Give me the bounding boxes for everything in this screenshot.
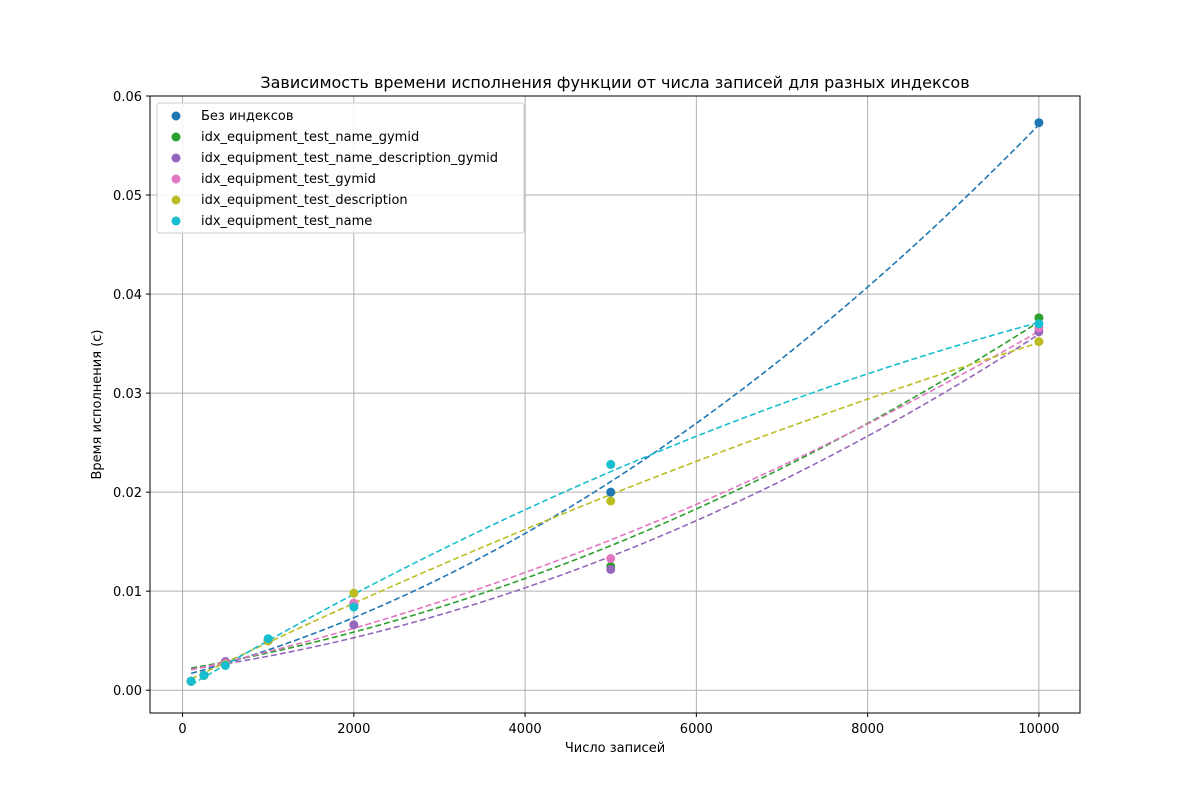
legend-marker — [171, 216, 181, 226]
data-point-series-4 — [606, 496, 616, 506]
y-tick-label: 0.04 — [113, 288, 142, 303]
y-tick-label: 0.00 — [113, 684, 142, 699]
legend-box — [156, 102, 525, 234]
y-tick-label: 0.05 — [113, 189, 142, 204]
legend-marker — [171, 195, 181, 205]
trend-line-series-3 — [190, 330, 1040, 671]
data-point-series-0 — [1034, 118, 1044, 128]
y-axis-label: Время исполнения (с) — [90, 330, 105, 480]
legend-marker — [171, 132, 181, 142]
x-tick-label: 2000 — [337, 722, 370, 737]
trend-line-series-5 — [190, 321, 1040, 686]
legend-label: idx_equipment_test_description — [201, 193, 408, 208]
data-point-series-5 — [199, 670, 209, 680]
data-point-series-0 — [606, 487, 616, 497]
data-point-series-2 — [349, 620, 359, 630]
trend-line-series-0 — [190, 124, 1040, 675]
data-point-series-3 — [606, 554, 616, 564]
data-point-series-5 — [606, 459, 616, 469]
x-tick-label: 6000 — [680, 722, 713, 737]
legend-marker — [171, 153, 181, 163]
y-tick-label: 0.02 — [113, 486, 142, 501]
data-points — [186, 118, 1044, 686]
chart-title: Зависимость времени исполнения функции о… — [260, 73, 969, 92]
legend-label: idx_equipment_test_name_gymid — [201, 130, 419, 145]
legend-marker — [171, 174, 181, 184]
data-point-series-4 — [349, 588, 359, 598]
data-point-series-5 — [349, 602, 359, 612]
legend: Без индексов idx_equipment_test_name_gymi… — [156, 102, 525, 234]
x-tick-label: 10000 — [1018, 722, 1059, 737]
y-axis: 0.00 0.01 0.02 0.03 0.04 0.05 0.06 — [113, 90, 150, 699]
legend-label: idx_equipment_test_gymid — [201, 172, 376, 187]
legend-marker — [171, 111, 181, 121]
y-tick-label: 0.03 — [113, 387, 142, 402]
x-axis: 0 2000 4000 6000 8000 10000 — [178, 713, 1060, 737]
y-tick-label: 0.06 — [113, 90, 142, 105]
plot-frame — [149, 95, 1081, 714]
y-tick-label: 0.01 — [113, 585, 142, 600]
trend-line-series-1 — [190, 321, 1040, 669]
data-point-series-5 — [263, 634, 273, 644]
x-tick-label: 8000 — [851, 722, 884, 737]
x-tick-label: 0 — [178, 722, 186, 737]
data-point-series-5 — [186, 676, 196, 686]
data-point-series-2 — [606, 564, 616, 574]
x-axis-label: Число записей — [565, 741, 665, 756]
x-tick-label: 4000 — [509, 722, 542, 737]
data-point-series-5 — [1034, 319, 1044, 329]
legend-label: idx_equipment_test_name — [201, 214, 372, 229]
legend-label: Без индексов — [201, 109, 294, 124]
legend-label: idx_equipment_test_name_description_gymi… — [201, 151, 498, 166]
data-point-series-4 — [1034, 337, 1044, 347]
data-point-series-5 — [220, 660, 230, 670]
